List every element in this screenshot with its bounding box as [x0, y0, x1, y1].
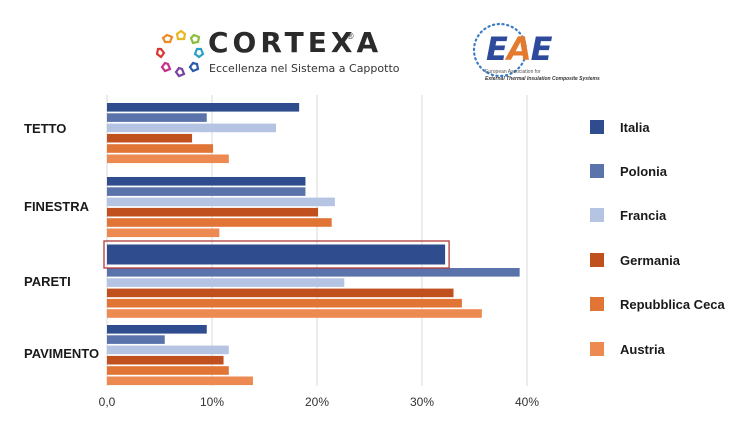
bar	[107, 113, 207, 122]
cortexa-logo-subtitle: Eccellenza nel Sistema a Cappotto	[209, 62, 400, 75]
legend-label: Repubblica Ceca	[620, 297, 726, 312]
legend-swatch	[590, 164, 604, 178]
bar	[107, 218, 332, 227]
legend-label: Francia	[620, 208, 667, 223]
category-label: FINESTRA	[24, 199, 90, 214]
eae-letter: E	[486, 30, 508, 68]
legend-swatch	[590, 120, 604, 134]
legend-label: Italia	[620, 120, 650, 135]
bar	[107, 366, 229, 375]
bar	[107, 288, 454, 298]
x-tick-label: 20%	[305, 395, 329, 409]
bar	[107, 278, 345, 287]
legend-swatch	[590, 208, 604, 222]
legend-label: Austria	[620, 342, 666, 357]
bar	[107, 268, 520, 277]
header-logos: CORTEXA ® Eccellenza nel Sistema a Cappo…	[0, 0, 750, 95]
bar	[107, 123, 277, 133]
eae-stars-icon	[472, 22, 528, 78]
legend-label: Germania	[620, 253, 681, 268]
bar	[107, 207, 319, 217]
cortexa-registered-mark: ®	[347, 31, 354, 41]
bar	[107, 103, 300, 112]
legend-label: Polonia	[620, 164, 668, 179]
bar	[107, 335, 165, 344]
bar	[107, 244, 446, 265]
eae-logo: EAE European Association for External Th…	[468, 20, 600, 90]
bar	[107, 376, 253, 386]
x-tick-label: 40%	[515, 395, 539, 409]
legend-swatch	[590, 297, 604, 311]
bar	[107, 187, 306, 196]
category-label: TETTO	[24, 121, 66, 136]
cortexa-logo-icon	[156, 29, 205, 78]
bar	[107, 355, 224, 365]
bar	[107, 177, 306, 186]
bar	[107, 133, 193, 143]
highlight-box	[103, 240, 450, 269]
bar	[107, 325, 207, 334]
bar	[107, 228, 220, 238]
bar	[107, 144, 214, 153]
legend-swatch	[590, 342, 604, 356]
eae-letter: A	[506, 30, 532, 68]
category-label: PAVIMENTO	[24, 346, 99, 361]
eae-subtitle-line1: European Association for	[485, 69, 541, 75]
bar	[107, 298, 462, 308]
eae-logo-text: EAE	[486, 30, 553, 68]
bar	[107, 309, 482, 318]
category-label: PARETI	[24, 274, 71, 289]
bar	[107, 154, 229, 164]
x-tick-label: 0,0	[99, 395, 116, 409]
eae-subtitle-line2: External Thermal Insulation Composite Sy…	[485, 76, 600, 82]
bar	[107, 197, 335, 207]
legend-swatch	[590, 253, 604, 267]
eae-letter: E	[530, 30, 553, 68]
x-tick-label: 10%	[200, 395, 224, 409]
bar	[107, 345, 229, 355]
cortexa-logo-title: CORTEXA	[208, 26, 383, 59]
x-tick-label: 30%	[410, 395, 434, 409]
